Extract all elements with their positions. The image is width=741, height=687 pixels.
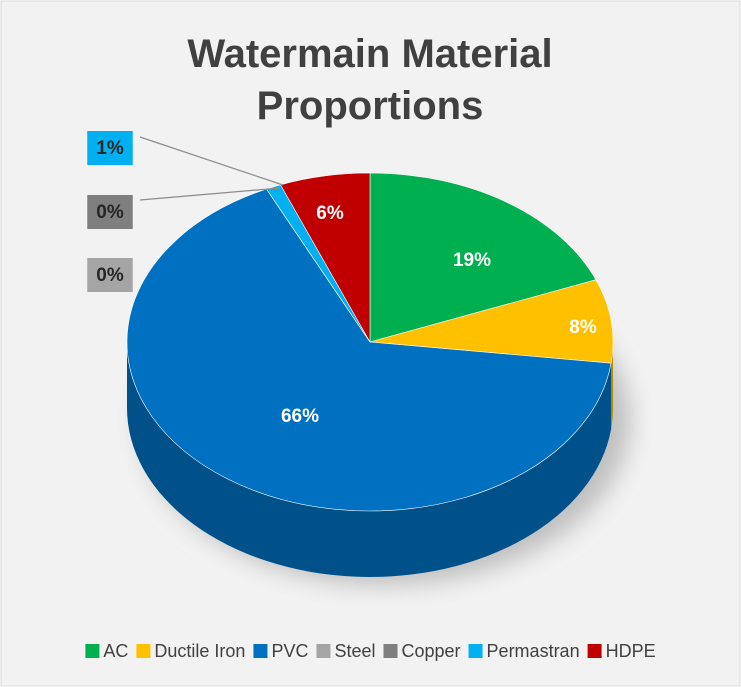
- legend-label: Copper: [402, 641, 461, 661]
- legend-label: Steel: [334, 641, 375, 661]
- legend-swatch: [468, 644, 483, 658]
- legend-label: PVC: [271, 641, 308, 661]
- data-label-box: [560, 310, 606, 344]
- data-label: 0%: [96, 265, 124, 286]
- legend-swatch: [85, 644, 100, 658]
- pie-slice-side: [127, 342, 612, 577]
- data-label: 66%: [281, 406, 319, 427]
- chart-title: Watermain Material Proportions: [187, 32, 553, 128]
- legend-swatch: [383, 644, 398, 658]
- data-label: 8%: [569, 317, 597, 338]
- data-label-box: [87, 258, 133, 292]
- data-label-box: [443, 243, 501, 277]
- data-label-box: [307, 196, 353, 230]
- pie-slice-side: [611, 342, 613, 430]
- legend-swatch: [253, 644, 268, 658]
- legend-swatch: [136, 644, 151, 658]
- leader-line: [139, 187, 281, 201]
- legend-label: Ductile Iron: [154, 641, 245, 661]
- legend-label: Permastran: [487, 641, 580, 661]
- data-label: 19%: [453, 250, 491, 271]
- data-label: 1%: [96, 138, 124, 159]
- data-label: 6%: [316, 203, 344, 224]
- legend-swatch: [587, 644, 602, 658]
- legend-label: HDPE: [606, 641, 656, 661]
- legend-label: AC: [103, 641, 128, 661]
- data-label-box: [271, 399, 329, 433]
- pie-slice: [369, 279, 614, 364]
- data-label: 0%: [96, 202, 124, 223]
- pie-slice: [126, 188, 612, 512]
- data-label-box: [87, 131, 133, 165]
- legend-swatch: [316, 644, 331, 658]
- leader-line: [139, 136, 284, 186]
- data-label-box: [87, 195, 133, 229]
